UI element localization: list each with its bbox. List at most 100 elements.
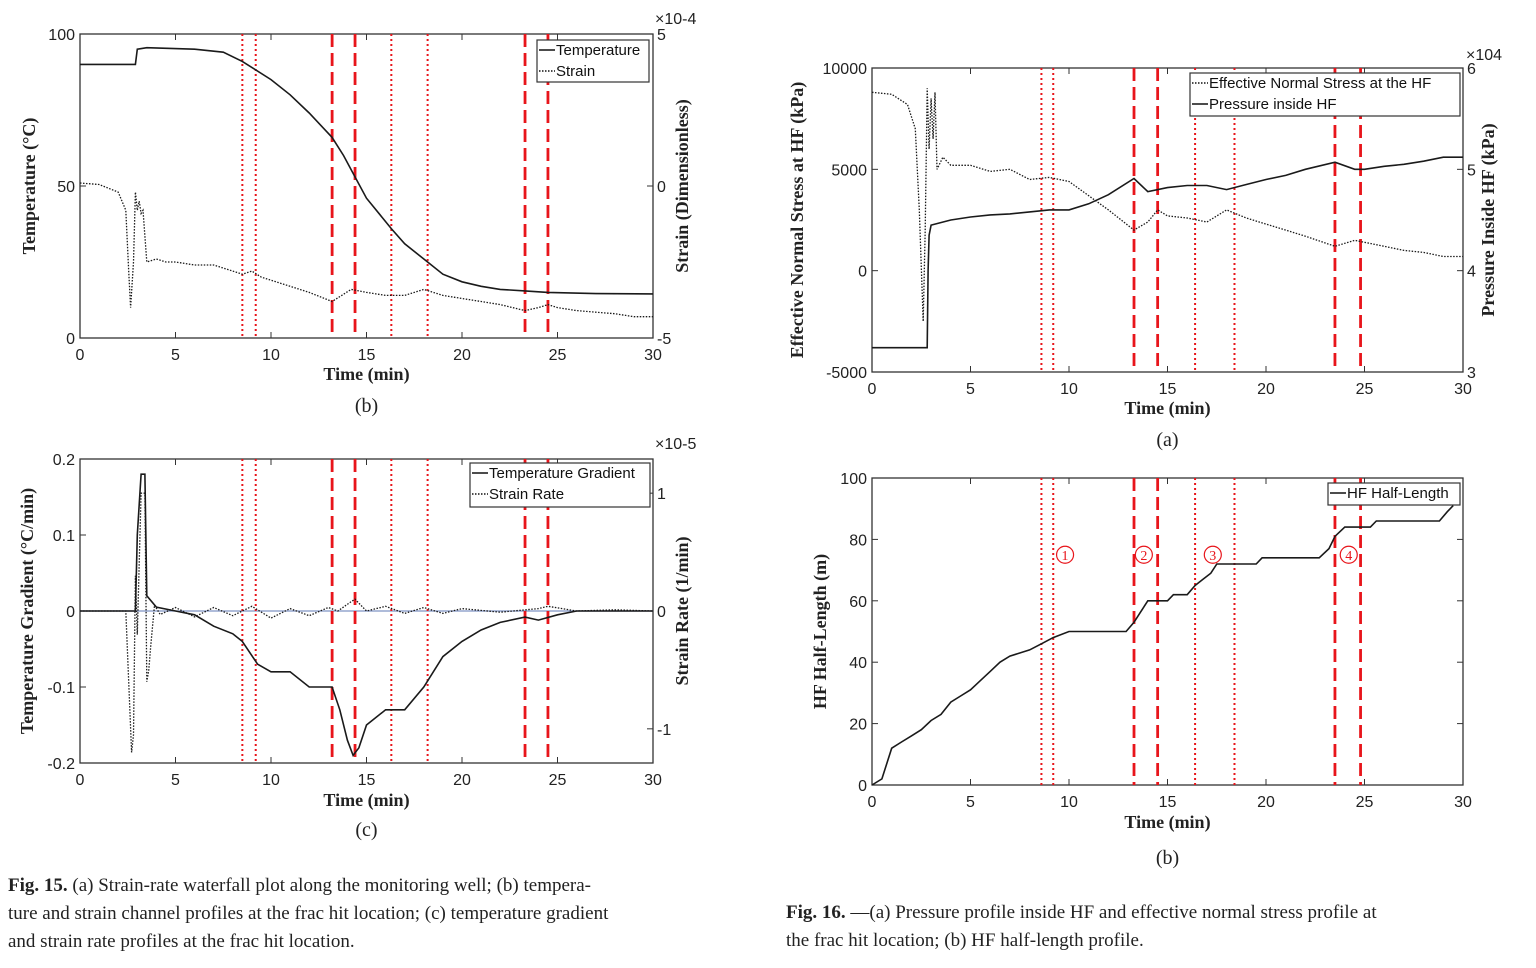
- legend-entry: Temperature Gradient: [489, 465, 636, 482]
- x-tick-label: 5: [966, 794, 975, 811]
- annotation-circle: [1339, 545, 1358, 564]
- x-tick-label: 30: [644, 772, 662, 789]
- y-tick-label: 40: [849, 655, 867, 672]
- x-tick-label: 15: [358, 347, 376, 364]
- y2-tick-label: 1: [657, 486, 666, 503]
- x-tick-label: 15: [358, 772, 376, 789]
- x-tick-label: 20: [453, 347, 471, 364]
- chart-1: 0 5 10 15 20 25 30 -0.2 -0.1 0 0.1 0.2 -1 0 1 ×10-5 Stra…: [17, 436, 696, 841]
- series-line-effective-normal-stress-at-the-hf: [871, 88, 1463, 322]
- x-tick-label: 5: [171, 772, 180, 789]
- x-tick-label: 25: [1356, 794, 1374, 811]
- chart-3: 0 5 10 15 20 25 30 0 20 40 60 80 100 HF Half-Length (…: [810, 471, 1472, 869]
- panel-label: (c): [355, 819, 377, 841]
- y-tick-label: 0: [858, 778, 867, 795]
- legend-entry: Temperature: [556, 42, 640, 59]
- panel-label: (b): [355, 395, 378, 417]
- y2-axis-label: Pressure Inside HF (kPa): [1478, 123, 1499, 316]
- x-tick-label: 20: [1257, 794, 1275, 811]
- y2-tick-label: 5: [1467, 162, 1476, 179]
- y-tick-label: -0.1: [47, 680, 75, 697]
- fig15-caption: Fig. 15. (a) Strain-rate waterfall plot …: [8, 872, 748, 956]
- x-tick-label: 25: [549, 347, 567, 364]
- x-axis-label: Time (min): [323, 364, 409, 385]
- y-tick-label: 0: [66, 604, 75, 621]
- y-tick-label: 80: [849, 532, 867, 549]
- legend-box: [1189, 72, 1461, 117]
- x-tick-label: 20: [1257, 381, 1275, 398]
- legend-entry: Strain Rate: [489, 486, 564, 503]
- legend-box: [469, 462, 651, 508]
- x-tick-label: 25: [549, 772, 567, 789]
- y2-exponent-label: ×104: [1466, 47, 1502, 64]
- y-tick-label: -5000: [826, 365, 867, 382]
- y-tick-label: 0: [858, 264, 867, 281]
- fig15-caption-line: ture and strain channel profiles at the …: [8, 903, 609, 924]
- x-tick-label: 10: [262, 347, 280, 364]
- x-tick-label: 10: [1060, 794, 1078, 811]
- y-tick-label: 60: [849, 594, 867, 611]
- x-tick-label: 30: [1454, 794, 1472, 811]
- annotation-circle: [1203, 545, 1222, 564]
- x-tick-label: 10: [262, 772, 280, 789]
- annotation-circle: [1134, 545, 1153, 564]
- x-tick-label: 25: [1356, 381, 1374, 398]
- chart-2: 0 5 10 15 20 25 30-500005000100003456×104Press…: [787, 47, 1502, 451]
- y2-axis-label: Strain (Dimensionless): [672, 99, 693, 273]
- y-tick-label: 0.1: [53, 528, 75, 545]
- y-tick-label: 100: [840, 471, 867, 488]
- y-tick-label: 50: [57, 179, 75, 196]
- panel-label: (a): [1156, 429, 1178, 451]
- series-line-temperature-gradient: [80, 473, 653, 758]
- annotation-circle: [1055, 545, 1075, 564]
- y-tick-label: 5000: [831, 162, 867, 179]
- y2-tick-label: 0: [657, 604, 666, 621]
- y2-exponent-label: ×10-5: [655, 436, 696, 453]
- legend-entry: HF Half-Length: [1347, 485, 1449, 502]
- legend-entry: Strain: [556, 63, 595, 80]
- legend-box: [536, 39, 650, 83]
- annotation-label: 4: [1345, 549, 1352, 564]
- series-line-strain-rate: [80, 492, 654, 753]
- y-axis-label: Temperature Gradient (°C/min): [17, 488, 38, 734]
- x-tick-label: 15: [1159, 794, 1177, 811]
- y2-tick-label: -5: [657, 331, 671, 348]
- series-line-pressure-inside-hf: [872, 156, 1463, 349]
- y2-tick-label: 5: [657, 27, 666, 44]
- x-tick-label: 5: [966, 381, 975, 398]
- legend-box: [1327, 482, 1461, 506]
- y2-exponent-label: ×10-4: [655, 11, 696, 28]
- annotation-label: 1: [1062, 549, 1069, 564]
- y-axis-label: Effective Normal Stress at HF (kPa): [787, 82, 808, 358]
- x-tick-label: 0: [76, 772, 85, 789]
- x-tick-label: 15: [1159, 381, 1177, 398]
- y-tick-label: -0.2: [47, 756, 75, 773]
- x-tick-label: 0: [868, 794, 877, 811]
- panel-label: (b): [1156, 847, 1179, 869]
- series-line-strain: [79, 182, 653, 318]
- fig15-caption-line: (a) Strain-rate waterfall plot along the…: [72, 875, 592, 896]
- fig15-caption-line: and strain rate profiles at the frac hit…: [8, 931, 355, 952]
- x-tick-label: 30: [1454, 381, 1472, 398]
- x-tick-label: 0: [76, 347, 85, 364]
- series-line-temperature: [80, 46, 654, 295]
- x-tick-label: 30: [644, 347, 662, 364]
- y2-tick-label: 0: [657, 179, 666, 196]
- annotation-label: 3: [1209, 549, 1216, 564]
- fig16-caption: Fig. 16. —(a) Pressure profile inside HF…: [786, 899, 1526, 955]
- y2-tick-label: 4: [1467, 264, 1476, 281]
- x-axis-label: Time (min): [1124, 398, 1210, 419]
- y-tick-label: 0.2: [53, 452, 75, 469]
- fig15-caption-label: Fig. 15.: [8, 875, 68, 896]
- y-axis-label: HF Half-Length (m): [810, 554, 831, 709]
- y-tick-label: 20: [849, 717, 867, 734]
- fig16-caption-line: —(a) Pressure profile inside HF and effe…: [850, 902, 1377, 923]
- y2-tick-label: -1: [657, 722, 671, 739]
- y-tick-label: 0: [66, 331, 75, 348]
- annotation-label: 2: [1140, 549, 1147, 564]
- legend-entry: Pressure inside HF: [1209, 96, 1337, 113]
- fig16-caption-line: the frac hit location; (b) HF half-lengt…: [786, 930, 1144, 951]
- y2-axis-label: Strain Rate (1/min): [672, 537, 693, 686]
